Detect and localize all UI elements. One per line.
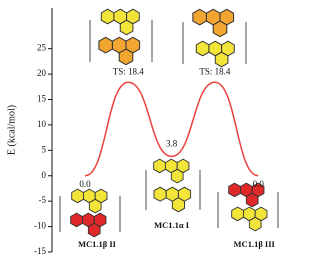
x-category-label: MC1.1β III	[234, 239, 276, 249]
y-axis-label: E (kcal/mol)	[6, 105, 17, 155]
molecule-drawings	[59, 8, 279, 238]
y-tick-label: 10	[37, 119, 47, 129]
data-label: 0.0	[79, 179, 91, 189]
data-label: TS: 18.4	[113, 66, 145, 76]
y-tick-label: -5	[39, 195, 47, 205]
y-tick-label: 5	[42, 144, 47, 154]
data-label: TS: 18.4	[199, 66, 231, 76]
data-label: 0.0	[253, 179, 265, 189]
energy-line	[84, 81, 259, 177]
chart: E (kcal/mol) -15 -10 -5 0 5 10 15 20 25 0.0 MC1.1β…	[6, 8, 279, 256]
y-tick-label: 20	[37, 68, 47, 78]
y-tick-label: 25	[37, 43, 47, 53]
x-category-label: MC1.1α I	[154, 220, 190, 230]
data-label: 3.8	[166, 138, 178, 148]
y-tick-label: 0	[42, 170, 47, 180]
y-tick-label: -10	[34, 221, 46, 231]
y-tick-label: 15	[37, 94, 47, 104]
x-category-label: MC1.1β II	[78, 239, 117, 249]
y-tick-label: -15	[34, 246, 46, 256]
